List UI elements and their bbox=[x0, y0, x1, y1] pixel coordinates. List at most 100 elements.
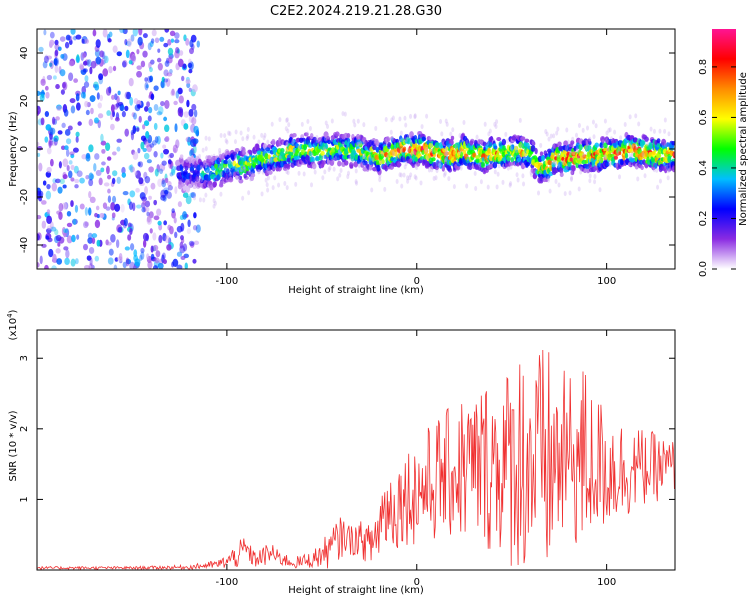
spectrogram-cell bbox=[152, 244, 159, 252]
spectrogram-cell bbox=[413, 174, 417, 180]
spectrogram-cell bbox=[140, 141, 145, 150]
spectrogram-cell bbox=[273, 157, 279, 163]
snr-y-tick-label: 3 bbox=[19, 355, 30, 361]
spectrogram-cell bbox=[320, 150, 325, 156]
spectrogram-cell bbox=[571, 165, 576, 172]
spectrogram-cell bbox=[101, 161, 106, 166]
spectrogram-cell bbox=[518, 117, 522, 123]
spectrogram-cell bbox=[509, 140, 513, 146]
spectrogram-cell bbox=[185, 79, 191, 85]
spectrogram-cell bbox=[404, 122, 408, 128]
spectrogram-cell bbox=[103, 182, 110, 187]
spectrogram-cell bbox=[89, 196, 96, 204]
spectrogram-cell bbox=[116, 146, 121, 152]
spectrogram-cell bbox=[434, 142, 440, 149]
spectrogram-cell bbox=[225, 139, 229, 145]
spectrogram-cell bbox=[601, 139, 605, 145]
spectrogram-cell bbox=[124, 105, 129, 112]
spectrogram-cell bbox=[630, 153, 634, 159]
spectrogram-cell bbox=[521, 173, 525, 179]
spectrogram-cell bbox=[285, 117, 289, 123]
spectrogram-cell bbox=[192, 144, 197, 154]
spectrogram-cell bbox=[511, 144, 515, 150]
spectrogram-cell bbox=[164, 177, 169, 184]
spectrogram-cell bbox=[54, 43, 60, 51]
spectrogram-cell bbox=[516, 162, 520, 167]
spectrogram-cell bbox=[126, 91, 132, 100]
spectrogram-cell bbox=[646, 141, 650, 147]
spectrogram-cell bbox=[90, 60, 97, 69]
spectrogram-cell bbox=[127, 234, 132, 241]
spectrogram-cell bbox=[334, 131, 340, 137]
spectrogram-cell bbox=[445, 121, 449, 127]
spectrogram-cell bbox=[348, 155, 352, 161]
spectrogram-cell bbox=[237, 176, 241, 182]
spectrogram-cell bbox=[41, 200, 47, 205]
spectrogram-cell bbox=[65, 34, 71, 41]
spectrogram-cell bbox=[177, 58, 184, 68]
spectrogram-cell bbox=[53, 137, 58, 146]
spectrogram-cell bbox=[658, 178, 662, 184]
colorbar-tick-label: 0.6 bbox=[698, 109, 709, 125]
spectrogram-cell bbox=[384, 117, 388, 123]
spectrogram-cell bbox=[318, 139, 322, 145]
spectrogram-cell bbox=[145, 130, 150, 139]
spectrogram-cell bbox=[617, 147, 621, 153]
spectrogram-cell bbox=[607, 127, 611, 133]
spectrogram-cell bbox=[586, 125, 590, 131]
spectrogram-cell bbox=[87, 232, 93, 240]
spectrogram-cell bbox=[403, 164, 407, 170]
spectrogram-cell bbox=[125, 257, 130, 267]
spectrogram-cell bbox=[619, 135, 623, 141]
spectrogram-cell bbox=[356, 142, 360, 148]
spectrogram-cell bbox=[603, 154, 607, 160]
spectrogram-cell bbox=[49, 60, 54, 70]
spectrogram-cell bbox=[122, 60, 127, 68]
spectrogram-cell bbox=[75, 55, 80, 64]
spectrogram-cell bbox=[328, 165, 332, 171]
spectrogram-cell bbox=[285, 117, 289, 123]
spectrogram-cell bbox=[374, 125, 378, 131]
spectrogram-cell bbox=[315, 138, 319, 144]
spectrogram-cell bbox=[233, 155, 237, 161]
spectrogram-cell bbox=[99, 94, 104, 102]
spectrogram-cell bbox=[429, 137, 433, 143]
spectrogram-cell bbox=[624, 152, 629, 159]
colorbar-gradient bbox=[712, 29, 736, 269]
spectrogram-cell bbox=[547, 136, 551, 142]
spectrogram-cell bbox=[151, 29, 157, 37]
spectrogram-cell bbox=[152, 232, 157, 241]
spectrogram-cell bbox=[655, 167, 659, 173]
spectrogram-cell bbox=[667, 167, 671, 173]
spectrogram-cell bbox=[631, 144, 635, 150]
spectrogram-cell bbox=[170, 38, 175, 43]
spectrogram-cell bbox=[174, 39, 180, 44]
spectrogram-cell bbox=[108, 248, 114, 256]
spectrogram-cell bbox=[177, 87, 183, 95]
spectrogram-cell bbox=[124, 38, 128, 46]
spectrogram-cell bbox=[357, 141, 361, 147]
spectrogram-cell bbox=[565, 127, 569, 133]
spectrogram-cell bbox=[95, 169, 102, 176]
spectrogram-cell bbox=[157, 220, 162, 226]
spectrogram-cell bbox=[344, 160, 349, 166]
spectrogram-cell bbox=[265, 147, 271, 152]
spectrogram-cell bbox=[245, 135, 249, 141]
spectrogram-cell bbox=[40, 78, 46, 84]
spectrogram-cell bbox=[150, 182, 156, 190]
spectrogram-cell bbox=[144, 200, 151, 208]
spectrogram-cell bbox=[94, 255, 100, 262]
spectrogram-cell bbox=[651, 150, 656, 155]
spectrogram-cell bbox=[450, 135, 455, 141]
spectrogram-cell bbox=[552, 133, 556, 139]
spectrogram-cell bbox=[326, 134, 330, 140]
spectrogram-cell bbox=[546, 176, 550, 182]
spectrogram-cell bbox=[446, 164, 452, 171]
spectrogram-cell bbox=[381, 158, 385, 165]
spectrogram-cell bbox=[541, 155, 545, 162]
spectrogram-cell bbox=[183, 185, 188, 191]
spectrogram-cell bbox=[516, 177, 520, 183]
spectrogram-cell bbox=[84, 221, 90, 227]
spectrogram-cell bbox=[406, 175, 410, 181]
spectrogram-cell bbox=[318, 155, 324, 161]
